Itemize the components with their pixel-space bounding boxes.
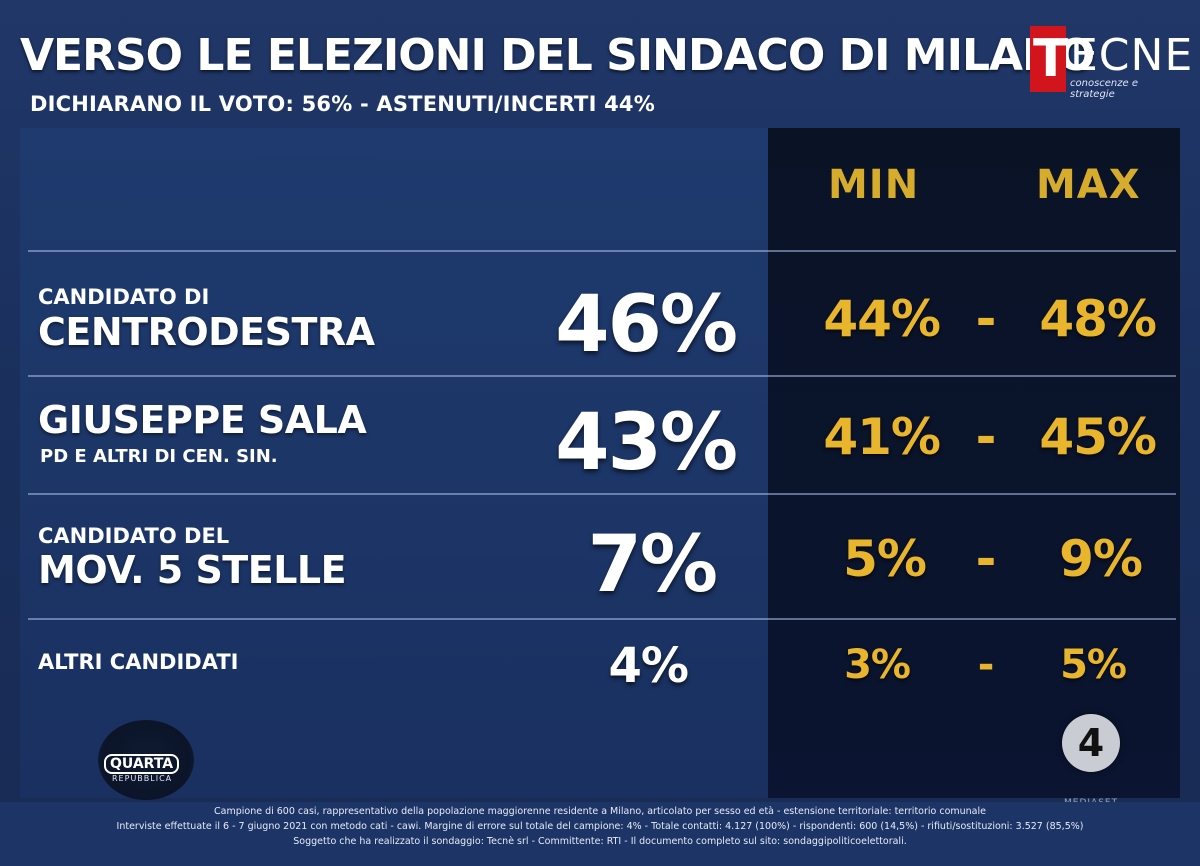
column-max-header: MAX (1036, 162, 1141, 208)
program-logo-sub: REPUBBLICA (112, 774, 173, 783)
range-separator: - (975, 408, 997, 466)
program-logo: QUARTA (104, 754, 180, 774)
column-min-header: MIN (828, 162, 920, 208)
row-label-line2: MOV. 5 STELLE (38, 548, 347, 592)
page-title: VERSO LE ELEZIONI DEL SINDACO DI MILANO (20, 30, 1095, 81)
methodology-footer: Campione di 600 casi, rappresentativo de… (0, 802, 1200, 866)
row-percent: 4% (608, 638, 690, 694)
results-panel (20, 128, 768, 798)
row-min: 3% (844, 642, 911, 688)
row-label-line2: PD E ALTRI DI CEN. SIN. (40, 446, 278, 467)
row-max: 45% (1039, 408, 1157, 466)
logo-tagline: conoscenze e strategie (1070, 78, 1139, 100)
row-label-line1: ALTRI CANDIDATI (38, 650, 239, 674)
row-percent: 46% (555, 280, 738, 370)
logo-red-box (1030, 26, 1066, 92)
range-separator: - (975, 290, 997, 348)
range-separator: - (977, 642, 995, 688)
row-label-line2: CENTRODESTRA (38, 310, 375, 354)
footer-line: Interviste effettuate il 6 - 7 giugno 20… (116, 821, 1084, 832)
row-max: 9% (1059, 530, 1143, 588)
row-divider (28, 618, 1176, 620)
footer-line: Campione di 600 casi, rappresentativo de… (214, 806, 986, 817)
logo-initial: T (1033, 29, 1069, 89)
row-max: 5% (1060, 642, 1127, 688)
row-divider (28, 375, 1176, 377)
row-divider (28, 493, 1176, 495)
row-percent: 7% (587, 520, 718, 610)
range-separator: - (975, 530, 997, 588)
row-label-line1: GIUSEPPE SALA (38, 398, 367, 442)
row-label-line1: CANDIDATO DI (38, 285, 210, 309)
row-min: 44% (823, 290, 941, 348)
page-subtitle: DICHIARANO IL VOTO: 56% - ASTENUTI/INCER… (30, 92, 655, 116)
row-label-line1: CANDIDATO DEL (38, 524, 230, 548)
row-divider (28, 250, 1176, 252)
row-max: 48% (1039, 290, 1157, 348)
row-min: 41% (823, 408, 941, 466)
channel-logo: 4 (1062, 714, 1120, 772)
row-percent: 43% (555, 398, 738, 488)
row-min: 5% (843, 530, 927, 588)
logo-name: ECNE (1070, 30, 1194, 81)
range-panel (768, 128, 1180, 798)
footer-line: Soggetto che ha realizzato il sondaggio:… (293, 836, 907, 847)
tecne-logo: T ECNE conoscenze e strategie (1030, 26, 1192, 100)
